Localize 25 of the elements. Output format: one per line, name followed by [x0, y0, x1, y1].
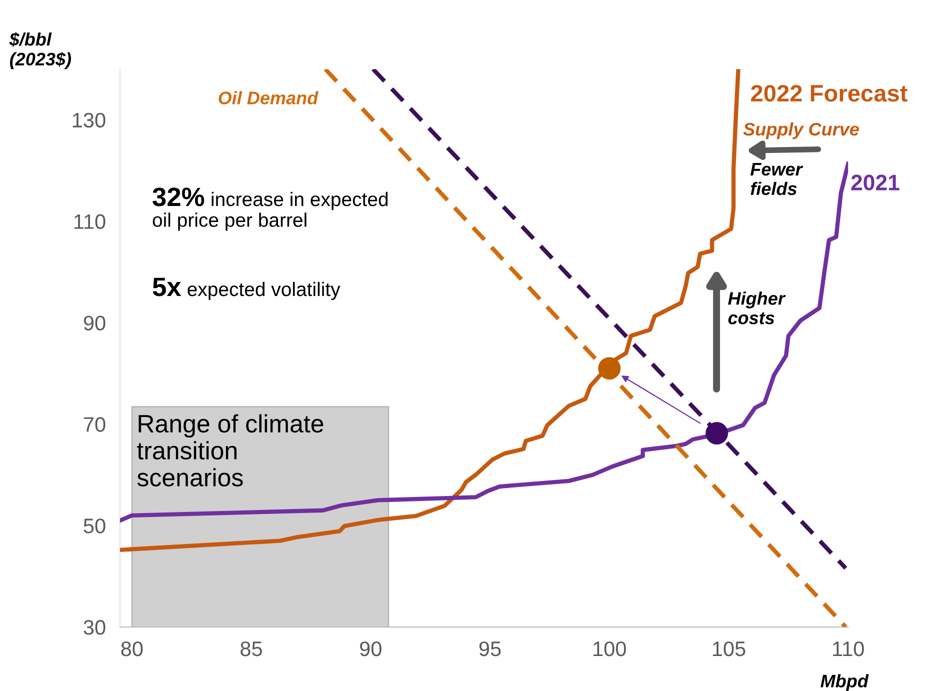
x-tick-label: 80 [121, 641, 143, 656]
annotation: 32% increase in expected oil price per barrel [152, 188, 388, 231]
annotation: Supply Curve [743, 122, 859, 140]
y-tick-label: 70 [84, 417, 106, 432]
line-series [120, 162, 848, 523]
x-tick-label: 90 [360, 641, 382, 656]
x-axis-title: Mbpd [820, 674, 869, 691]
y-tick-label: 130 [72, 112, 106, 128]
x-tick-label: 85 [240, 641, 262, 656]
y-tick-label: 50 [84, 518, 106, 534]
y-tick-label: 90 [84, 316, 106, 330]
x-tick-label: 110 [833, 641, 864, 656]
annotation: 5x expected volatility [152, 278, 340, 300]
series-label: 2021 [851, 174, 900, 190]
x-tick-label: 100 [594, 641, 626, 656]
series-label: 2022 Forecast [751, 84, 908, 102]
y-tick-label: 30 [84, 620, 106, 635]
y-axis-title: $/bbl (2023$) [9, 32, 72, 70]
annotation: Higher costs [728, 292, 786, 324]
y-tick-label: 110 [74, 214, 106, 230]
x-tick-label: 105 [712, 641, 746, 656]
series-label: Oil Demand [218, 91, 318, 104]
x-tick-label: 95 [479, 641, 501, 656]
annotation: Fewer fields [750, 163, 804, 196]
band-label: Range of climate transition scenarios [137, 414, 324, 486]
